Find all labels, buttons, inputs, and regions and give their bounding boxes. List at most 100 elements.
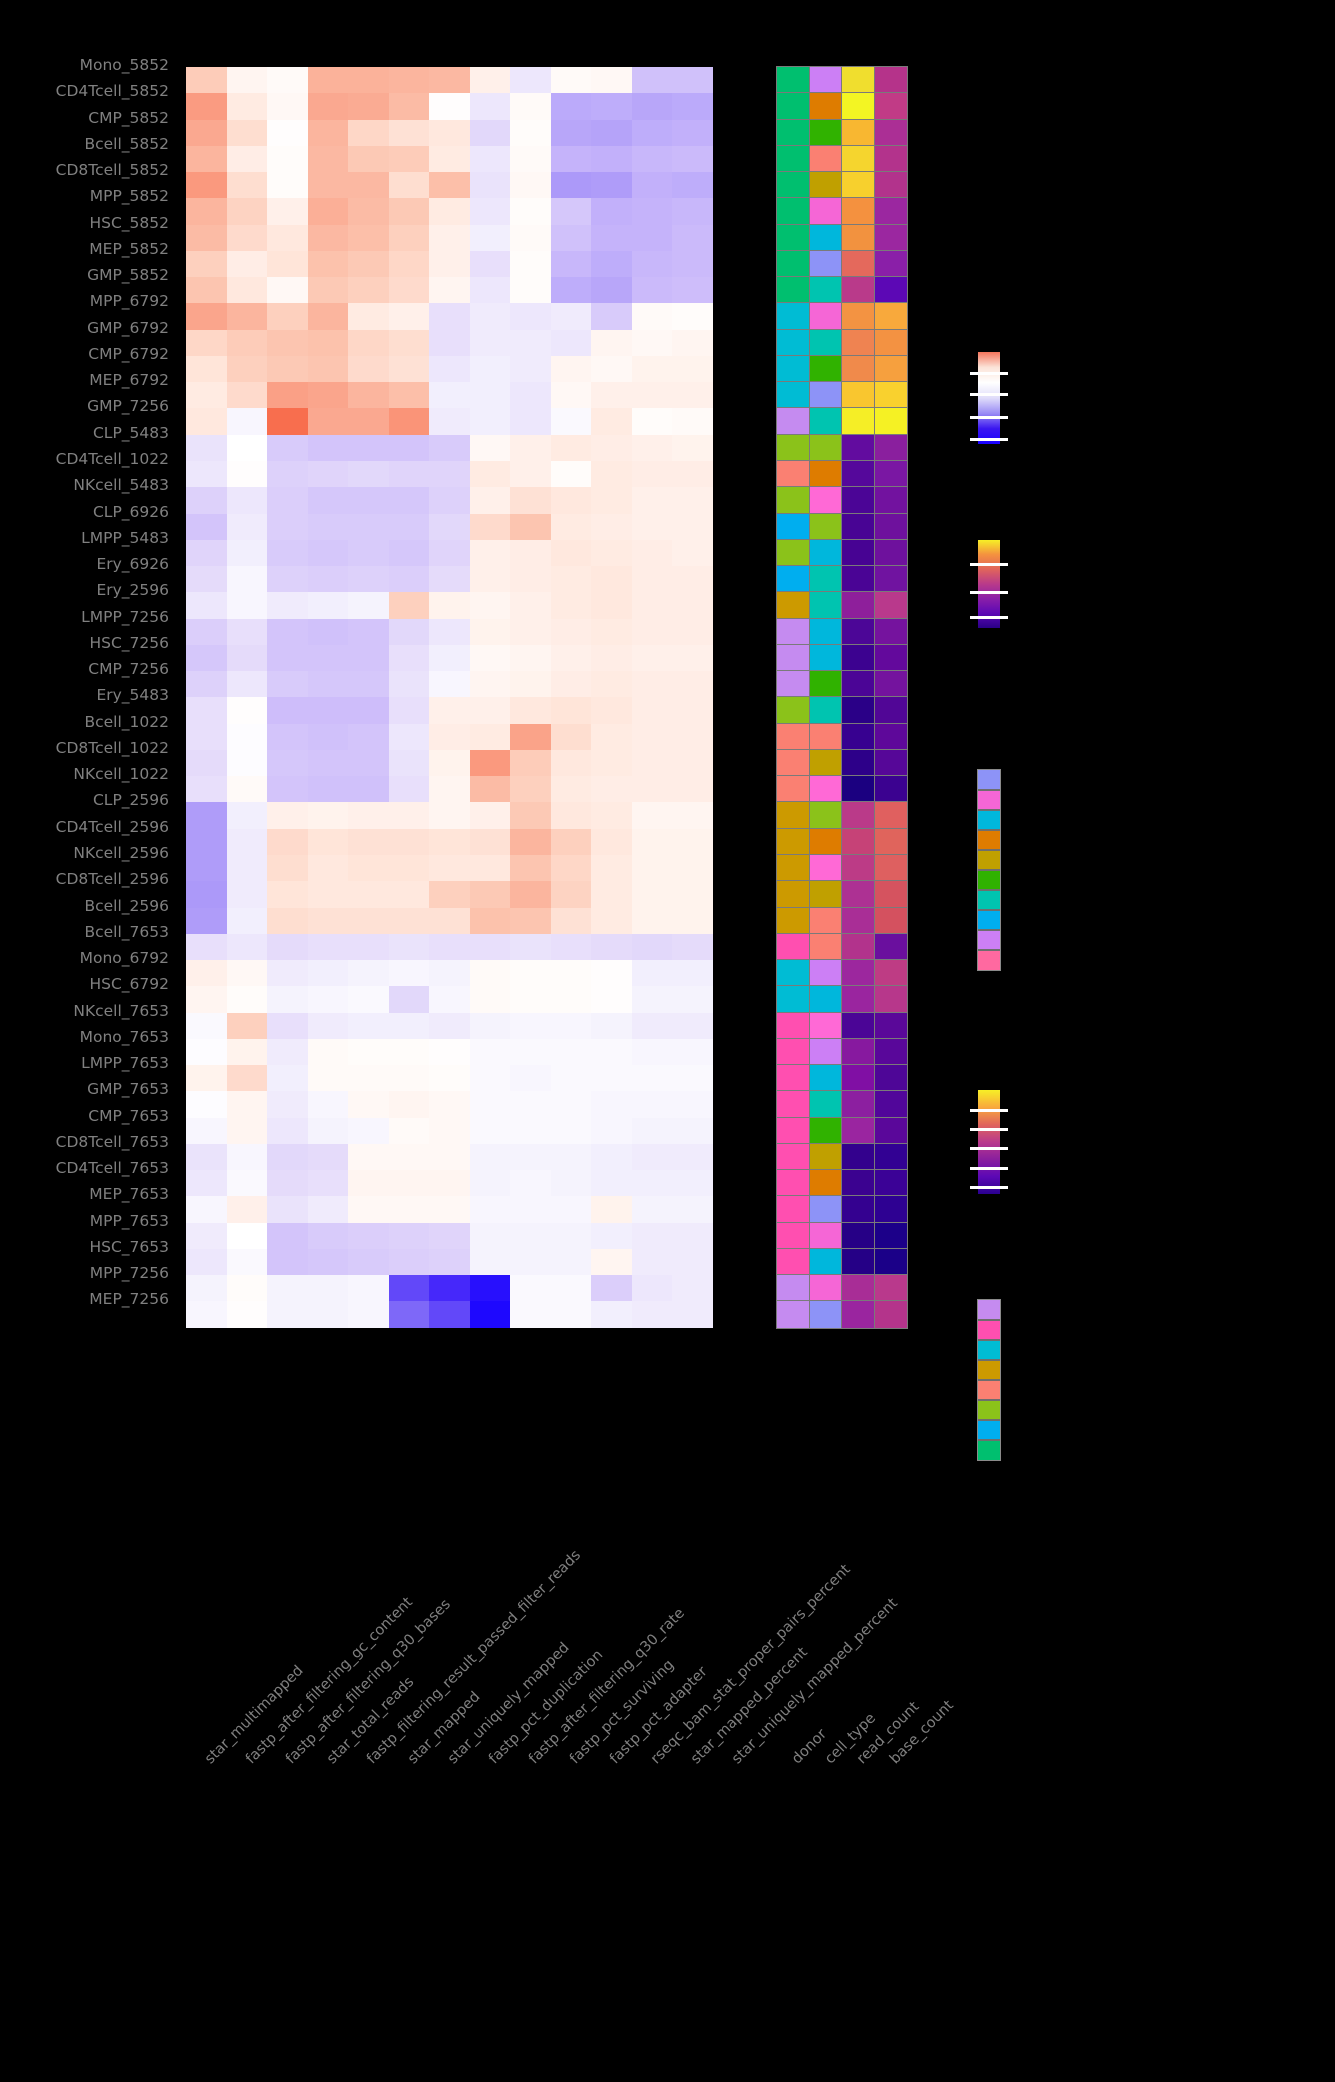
heatmap-cell[interactable] (469, 592, 510, 619)
heatmap-cell[interactable] (429, 618, 470, 645)
heatmap-cell[interactable] (388, 303, 429, 330)
heatmap-cell[interactable] (388, 1248, 429, 1276)
heatmap-cell[interactable] (550, 460, 591, 488)
heatmap-cell[interactable] (186, 119, 227, 146)
annotation-cell-base-count[interactable] (874, 1195, 908, 1224)
heatmap-cell[interactable] (186, 933, 227, 961)
heatmap-cell[interactable] (388, 434, 429, 461)
heatmap-cell[interactable] (307, 1275, 348, 1302)
heatmap-cell[interactable] (510, 1222, 551, 1249)
heatmap-cell[interactable] (591, 749, 632, 777)
heatmap-cell[interactable] (267, 671, 308, 698)
heatmap-cell[interactable] (510, 382, 551, 409)
annotation-cell-donor[interactable] (776, 329, 810, 357)
heatmap-cell[interactable] (186, 854, 227, 882)
annotation-cell-base-count[interactable] (874, 1222, 908, 1250)
annotation-cell-read-count[interactable] (841, 749, 875, 777)
heatmap-cell[interactable] (550, 250, 591, 278)
heatmap-cell[interactable] (267, 277, 308, 304)
heatmap-cell[interactable] (510, 250, 551, 278)
heatmap-cell[interactable] (267, 907, 308, 934)
heatmap-cell[interactable] (226, 881, 267, 908)
heatmap-cell[interactable] (429, 460, 470, 488)
heatmap-cell[interactable] (267, 460, 308, 488)
heatmap-cell[interactable] (672, 723, 713, 750)
heatmap-cell[interactable] (388, 329, 429, 356)
heatmap-cell[interactable] (226, 1065, 267, 1092)
heatmap-cell[interactable] (510, 434, 551, 461)
heatmap-cell[interactable] (226, 460, 267, 488)
heatmap-cell[interactable] (429, 93, 470, 120)
heatmap-cell[interactable] (429, 986, 470, 1013)
heatmap-cell[interactable] (550, 1038, 591, 1066)
heatmap-cell[interactable] (631, 1248, 672, 1276)
heatmap-cell[interactable] (510, 854, 551, 882)
heatmap-cell[interactable] (429, 250, 470, 278)
heatmap-cell[interactable] (267, 67, 308, 94)
heatmap-cell[interactable] (429, 513, 470, 540)
annotation-cell-read-count[interactable] (841, 1274, 875, 1302)
heatmap-cell[interactable] (307, 1196, 348, 1223)
heatmap-cell[interactable] (672, 172, 713, 199)
annotation-cell-base-count[interactable] (874, 1038, 908, 1066)
heatmap-cell[interactable] (672, 1091, 713, 1118)
heatmap-cell[interactable] (591, 539, 632, 567)
annotation-cell-base-count[interactable] (874, 355, 908, 383)
heatmap-cell[interactable] (307, 355, 348, 383)
heatmap-cell[interactable] (469, 854, 510, 882)
heatmap-cell[interactable] (631, 93, 672, 120)
heatmap-cell[interactable] (226, 93, 267, 120)
heatmap-cell[interactable] (186, 592, 227, 619)
heatmap-cell[interactable] (672, 986, 713, 1013)
heatmap-cell[interactable] (388, 355, 429, 383)
heatmap-cell[interactable] (591, 487, 632, 514)
heatmap-cell[interactable] (469, 1196, 510, 1223)
heatmap-cell[interactable] (469, 145, 510, 173)
heatmap-cell[interactable] (388, 1143, 429, 1171)
heatmap-cell[interactable] (550, 1117, 591, 1144)
heatmap-cell[interactable] (348, 382, 389, 409)
heatmap-cell[interactable] (631, 697, 672, 724)
heatmap-cell[interactable] (186, 828, 227, 855)
heatmap-cell[interactable] (226, 513, 267, 540)
heatmap-cell[interactable] (631, 1091, 672, 1118)
annotation-cell-base-count[interactable] (874, 565, 908, 593)
annotation-cell-donor[interactable] (776, 145, 810, 173)
heatmap-cell[interactable] (429, 723, 470, 750)
heatmap-cell[interactable] (631, 1038, 672, 1066)
heatmap-cell[interactable] (267, 539, 308, 567)
annotation-cell-base-count[interactable] (874, 1012, 908, 1040)
heatmap-cell[interactable] (672, 1275, 713, 1302)
heatmap-cell[interactable] (510, 277, 551, 304)
heatmap-cell[interactable] (510, 933, 551, 961)
annotation-cell-donor[interactable] (776, 644, 810, 672)
heatmap-cell[interactable] (186, 145, 227, 173)
heatmap-cell[interactable] (267, 513, 308, 540)
annotation-cell-donor[interactable] (776, 696, 810, 725)
heatmap-cell[interactable] (429, 881, 470, 908)
heatmap-cell[interactable] (388, 460, 429, 488)
annotation-cell-base-count[interactable] (874, 696, 908, 725)
annotation-cell-base-count[interactable] (874, 407, 908, 436)
heatmap-cell[interactable] (591, 172, 632, 199)
heatmap-cell[interactable] (469, 1012, 510, 1039)
heatmap-cell[interactable] (469, 1248, 510, 1276)
annotation-cell-cell-type[interactable] (809, 1038, 843, 1066)
heatmap-cell[interactable] (591, 881, 632, 908)
annotation-cell-read-count[interactable] (841, 486, 875, 515)
heatmap-cell[interactable] (388, 802, 429, 829)
annotation-cell-donor[interactable] (776, 1248, 810, 1276)
heatmap-cell[interactable] (631, 434, 672, 461)
annotation-cell-donor[interactable] (776, 302, 810, 331)
annotation-cell-base-count[interactable] (874, 434, 908, 462)
annotation-cell-cell-type[interactable] (809, 1195, 843, 1224)
heatmap-cell[interactable] (429, 1143, 470, 1171)
heatmap-cell[interactable] (591, 303, 632, 330)
annotation-cell-cell-type[interactable] (809, 565, 843, 593)
heatmap-cell[interactable] (672, 1038, 713, 1066)
heatmap-cell[interactable] (267, 1248, 308, 1276)
heatmap-cell[interactable] (631, 986, 672, 1013)
heatmap-cell[interactable] (267, 382, 308, 409)
annotation-cell-cell-type[interactable] (809, 880, 843, 909)
heatmap-cell[interactable] (226, 1117, 267, 1144)
